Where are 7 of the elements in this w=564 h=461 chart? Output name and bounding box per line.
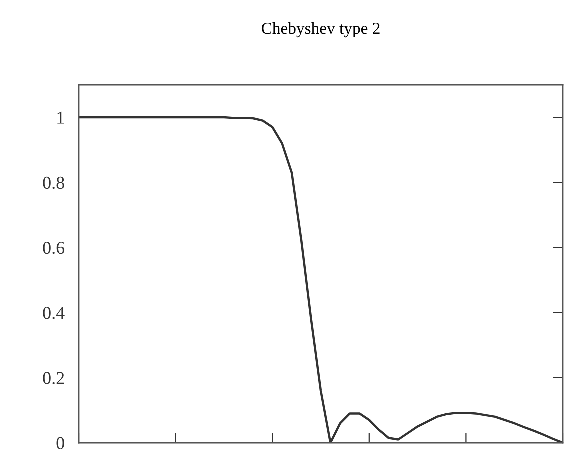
y-tick-label: 0.8 [43, 176, 64, 190]
y-tick-label: 0 [56, 437, 64, 450]
y-tick-label: 0.6 [43, 242, 65, 254]
y-tick-label: 0.4 [43, 307, 65, 320]
y-tick-label: 1 [58, 112, 64, 124]
chart-title: Chebyshev type 2 [262, 22, 380, 38]
y-tick-label: 0.2 [43, 372, 64, 384]
